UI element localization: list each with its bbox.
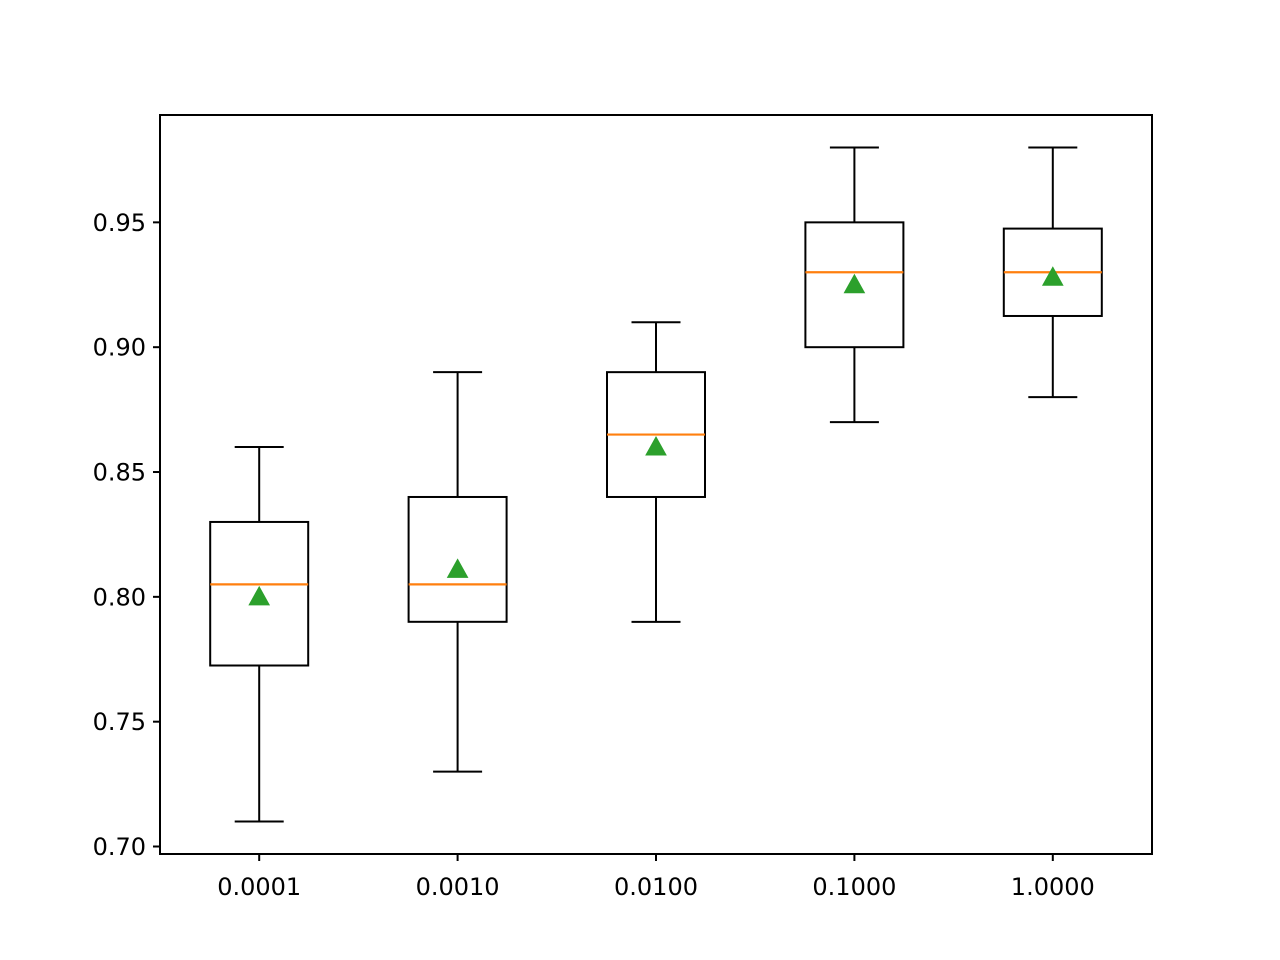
iqr-box: [209, 520, 310, 667]
y-tick-label: 0.70: [93, 833, 146, 861]
y-tick-label: 0.85: [93, 459, 146, 487]
box-group-0.0100: [606, 321, 706, 623]
x-tick-label: 0.0010: [416, 873, 500, 901]
x-tick-label: 0.0001: [217, 873, 301, 901]
y-tick-label: 0.95: [93, 209, 146, 237]
x-tick-label: 0.0100: [614, 873, 698, 901]
y-tick-label: 0.75: [93, 708, 146, 736]
x-tick-label: 1.0000: [1011, 873, 1095, 901]
box-group-0.0010: [407, 371, 508, 773]
mean-marker: [843, 273, 866, 294]
mean-marker: [645, 436, 667, 456]
y-axis: 0.70 0.75 0.80 0.85 0.90 0.95: [93, 209, 160, 861]
x-tick-label: 0.1000: [812, 873, 896, 901]
y-tick-label: 0.80: [93, 583, 146, 611]
mean-marker: [248, 585, 271, 606]
box-group-0.1000: [804, 146, 905, 424]
mean-marker: [446, 558, 469, 578]
x-axis: 0.0001 0.0010 0.0100 0.1000 1.0000: [217, 854, 1095, 901]
iqr-box: [804, 221, 905, 349]
plot-marks: [209, 146, 1103, 823]
box-group-1.0000: [1002, 146, 1103, 399]
y-tick-label: 0.90: [93, 334, 146, 362]
mean-marker: [1041, 266, 1064, 286]
iqr-box: [407, 495, 508, 623]
box-group-0.0001: [209, 446, 310, 823]
